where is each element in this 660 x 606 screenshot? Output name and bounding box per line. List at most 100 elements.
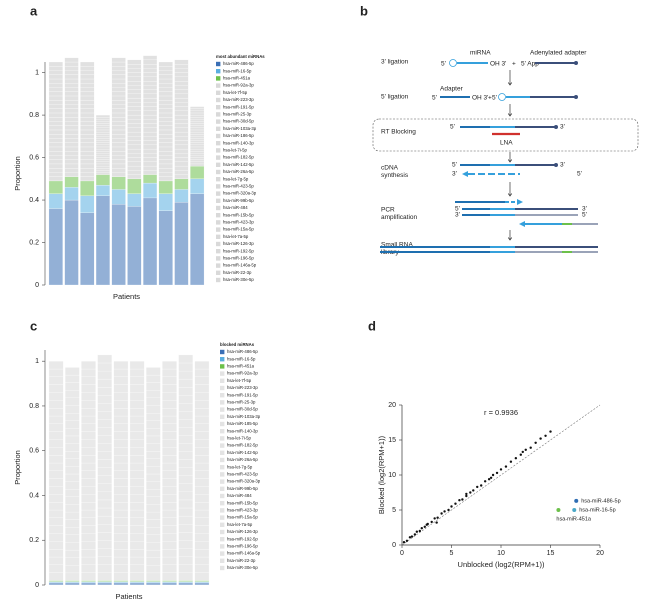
- diagram-label: 5': [441, 61, 446, 68]
- bar-segment: [111, 87, 126, 92]
- bar-segment: [146, 481, 161, 490]
- x-tick-label: 0: [400, 550, 404, 557]
- bar-segment: [113, 580, 129, 582]
- bar-segment: [64, 57, 79, 63]
- bar-segment: [174, 72, 189, 77]
- bar-segment: [111, 108, 126, 114]
- bar-segment: [178, 507, 193, 517]
- bar-segment: [48, 180, 63, 194]
- bar-segment: [146, 405, 161, 414]
- bar-segment: [65, 420, 80, 429]
- bar-segment: [162, 572, 177, 581]
- bar-segment: [95, 125, 110, 128]
- bar-segment: [174, 93, 189, 99]
- legend-label: hsa-miR-423-5p: [223, 184, 254, 189]
- bar-segment: [97, 556, 112, 565]
- bar-segment: [162, 400, 177, 409]
- bar-segment: [95, 136, 110, 139]
- bar-segment: [48, 376, 64, 385]
- bar-segment: [178, 582, 193, 586]
- bar-segment: [97, 572, 112, 581]
- legend-label: hsa-let-7a-5p: [223, 234, 249, 239]
- bar-segment: [95, 165, 110, 169]
- bar-segment: [146, 428, 161, 437]
- bar-segment: [194, 400, 210, 409]
- bar-segment: [190, 163, 205, 167]
- bar-segment: [65, 565, 80, 574]
- bar-segment: [146, 549, 161, 558]
- bar-segment: [64, 125, 79, 131]
- point: [443, 510, 446, 513]
- point: [461, 498, 464, 501]
- bar-segment: [174, 119, 189, 124]
- diagram-label: 3': [455, 212, 460, 219]
- bar-segment: [162, 408, 177, 417]
- bar-segment: [158, 159, 173, 165]
- bar-segment: [111, 168, 126, 173]
- bar-segment: [129, 423, 145, 432]
- bar-segment: [158, 151, 173, 156]
- legend-swatch: [216, 148, 221, 153]
- bar-segment: [64, 176, 79, 188]
- legend-label: hsa-miR-30d-5p: [227, 407, 258, 412]
- bar-segment: [194, 564, 210, 573]
- bar-segment: [80, 70, 95, 75]
- legend-swatch: [220, 364, 225, 369]
- bar-segment: [48, 61, 63, 67]
- bar-segment: [48, 556, 64, 565]
- bar-segment: [97, 548, 112, 557]
- legend-label: hsa-miR-196-5p: [223, 256, 254, 261]
- bar-segment: [190, 129, 205, 133]
- bar-segment: [80, 176, 95, 182]
- bar-segment: [111, 95, 126, 101]
- bar-segment: [194, 408, 210, 417]
- bar-segment: [95, 151, 110, 154]
- bar-segment: [146, 374, 161, 383]
- bar-segment: [162, 509, 177, 518]
- bar-segment: [81, 556, 96, 565]
- bar-segment: [113, 533, 129, 542]
- bar-segment: [48, 172, 63, 177]
- bar-segment: [143, 106, 158, 111]
- bar-segment: [81, 582, 96, 586]
- bar-segment: [127, 119, 142, 124]
- bar-segment: [146, 451, 161, 459]
- bar-segment: [48, 549, 64, 558]
- y-tick-label: 1: [35, 69, 39, 76]
- bar-segment: [143, 119, 158, 124]
- bar-segment: [95, 153, 110, 156]
- step-label: 3' ligation: [381, 59, 409, 66]
- point: [458, 499, 461, 502]
- bar-segment: [65, 527, 80, 535]
- x-tick-label: 20: [596, 550, 604, 557]
- bar-segment: [127, 72, 142, 77]
- legend-swatch: [216, 112, 221, 117]
- point: [509, 460, 513, 463]
- diagram-label: 5': [450, 124, 455, 131]
- bar-segment: [127, 136, 142, 141]
- legend-swatch: [220, 393, 225, 398]
- legend-swatch: [220, 465, 225, 470]
- bar-segment: [81, 423, 96, 432]
- panel-label: a: [30, 3, 38, 18]
- bar-segment: [178, 556, 193, 565]
- bar-segment: [111, 138, 126, 143]
- y-tick-label: 0.8: [29, 403, 39, 410]
- bar-segment: [48, 134, 63, 139]
- point: [519, 453, 522, 456]
- step-label: amplification: [381, 214, 418, 221]
- bar-segment: [174, 165, 189, 171]
- legend-swatch: [220, 414, 225, 419]
- bar-segment: [48, 582, 64, 586]
- bar-segment: [48, 112, 63, 118]
- bar-segment: [129, 478, 145, 487]
- bar-segment: [64, 129, 79, 135]
- point: [469, 491, 472, 494]
- bar-segment: [64, 100, 79, 105]
- point: [402, 541, 406, 544]
- legend-swatch: [220, 421, 225, 427]
- bar-segment: [80, 168, 95, 173]
- bar-segment: [80, 155, 95, 160]
- bar-segment: [158, 117, 173, 122]
- point: [410, 535, 414, 538]
